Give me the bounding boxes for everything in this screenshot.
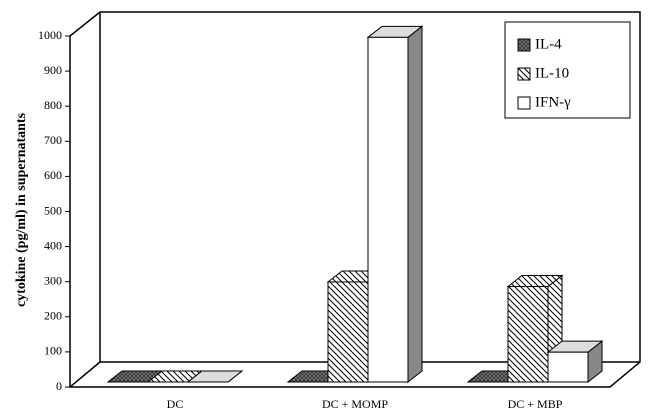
legend-swatch bbox=[517, 96, 531, 110]
legend-label: IL-4 bbox=[535, 36, 562, 52]
y-tick-label: 1000 bbox=[38, 28, 62, 42]
legend-label: IFN-γ bbox=[535, 94, 571, 110]
x-tick-label: DC bbox=[167, 397, 184, 411]
bar bbox=[547, 351, 589, 383]
bar-top bbox=[186, 370, 244, 383]
y-tick-label: 500 bbox=[44, 203, 62, 217]
x-tick-label: DC + MBP bbox=[508, 397, 563, 411]
bar bbox=[367, 36, 409, 383]
bar-side bbox=[407, 25, 423, 384]
bar bbox=[507, 286, 549, 383]
y-tick-label: 100 bbox=[44, 344, 62, 358]
y-tick-label: 600 bbox=[44, 168, 62, 182]
legend-swatch bbox=[517, 38, 531, 52]
y-tick-label: 900 bbox=[44, 63, 62, 77]
y-tick-label: 0 bbox=[56, 379, 62, 393]
y-axis-label: cytokine (pg/ml) in supernatants bbox=[14, 112, 29, 307]
legend-label: IL-10 bbox=[535, 65, 569, 81]
bar bbox=[327, 281, 369, 383]
y-tick-label: 800 bbox=[44, 98, 62, 112]
y-tick-label: 400 bbox=[44, 238, 62, 252]
y-tick-label: 300 bbox=[44, 273, 62, 287]
x-tick-label: DC + MOMP bbox=[322, 397, 388, 411]
y-tick-label: 700 bbox=[44, 133, 62, 147]
y-tick-label: 200 bbox=[44, 309, 62, 323]
legend-swatch bbox=[517, 67, 531, 81]
